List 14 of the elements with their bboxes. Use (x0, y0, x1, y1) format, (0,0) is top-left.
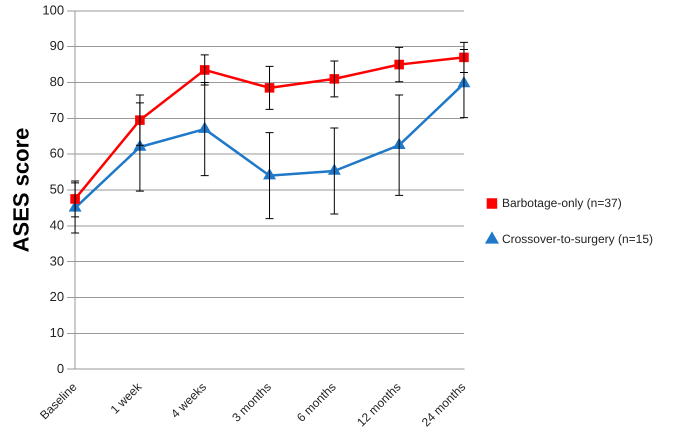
y-tick-label: 50 (50, 182, 64, 197)
y-tick-label: 20 (50, 289, 64, 304)
y-tick-label: 10 (50, 324, 64, 340)
y-tick-label: 30 (50, 253, 64, 268)
y-tick-label: 90 (50, 38, 64, 54)
y-tick-label: 100 (42, 2, 64, 18)
legend-label: Crossover-to-surgery (n=15) (502, 232, 654, 246)
y-tick-label: 80 (50, 74, 64, 90)
y-axis-title: ASES score (8, 128, 34, 252)
y-tick-label: 40 (50, 217, 64, 232)
legend-label: Barbotage-only (n=37) (502, 196, 622, 210)
y-tick-label: 70 (50, 110, 64, 125)
y-tick-label: 60 (50, 146, 64, 161)
y-tick-label: 0 (56, 360, 64, 376)
